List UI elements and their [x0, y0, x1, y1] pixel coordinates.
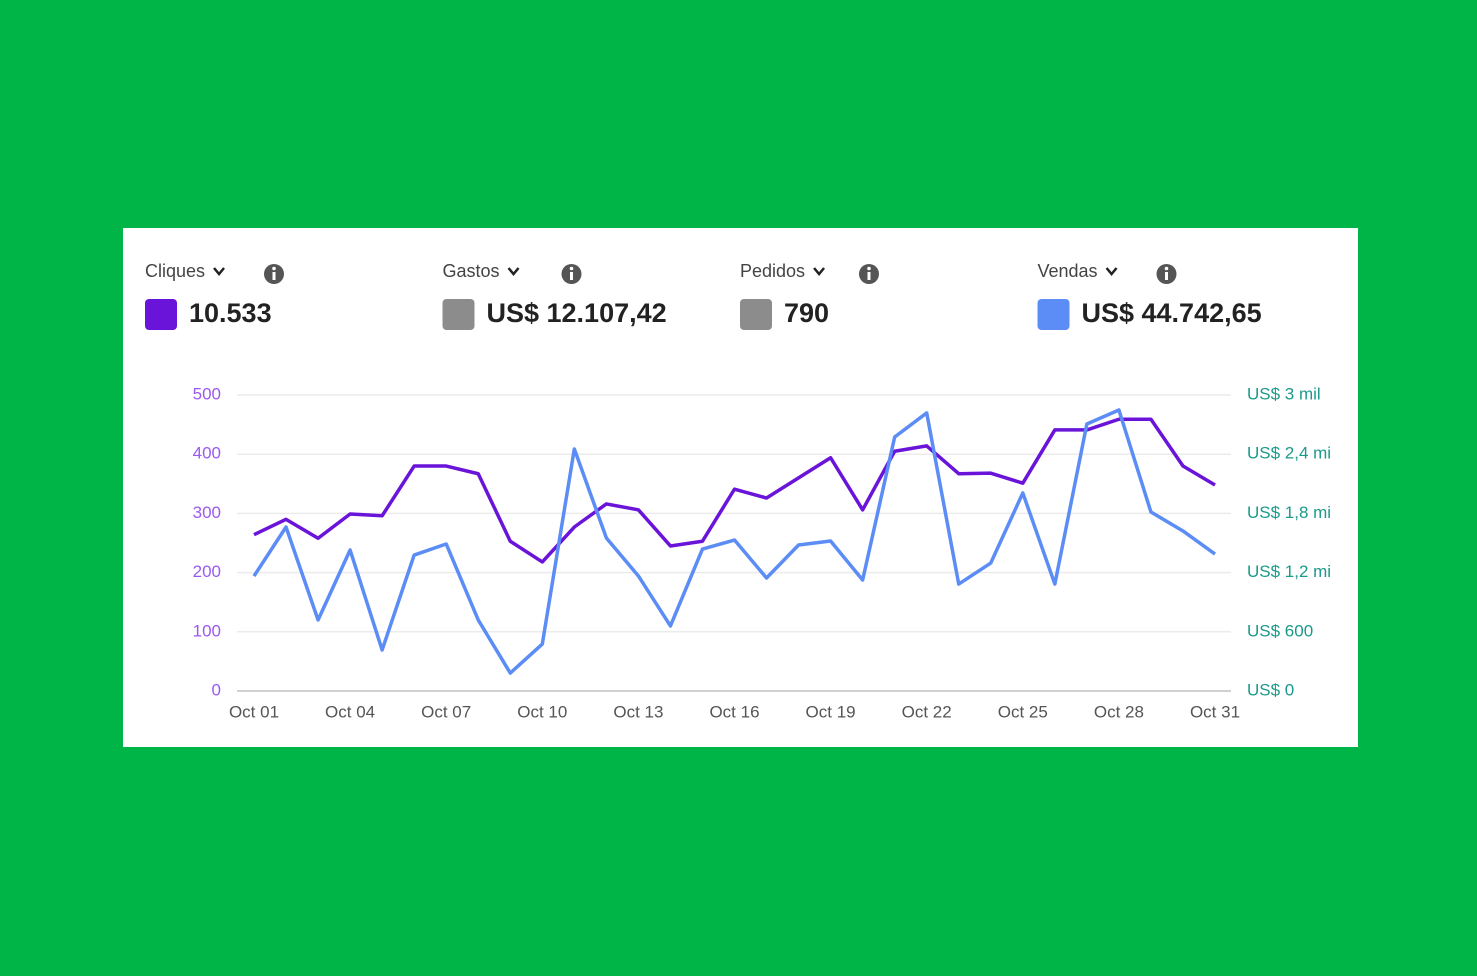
metric-value: 790 — [784, 298, 829, 328]
x-tick-label: Oct 22 — [902, 702, 952, 721]
y-tick-label: 100 — [193, 621, 221, 640]
metric-swatch — [1037, 299, 1070, 330]
x-tick-label: Oct 01 — [229, 702, 279, 721]
metric-swatch — [442, 299, 475, 330]
info-icon-bar — [867, 272, 871, 280]
metric-label[interactable]: Cliques — [145, 261, 205, 281]
info-icon-bar — [570, 272, 573, 280]
info-icon-bar — [272, 272, 276, 280]
y-tick-label: 400 — [193, 444, 221, 463]
y-tick-label: 500 — [193, 384, 221, 403]
y-tick-label: 300 — [193, 503, 221, 522]
metric-value: US$ 44.742,65 — [1082, 298, 1262, 328]
x-tick-label: Oct 07 — [421, 702, 471, 721]
info-icon-dot — [569, 266, 574, 271]
x-tick-label: Oct 25 — [998, 702, 1048, 721]
y-tick-label: 0 — [212, 680, 221, 699]
metric-value: 10.533 — [189, 298, 272, 328]
dropdown-chevron[interactable] — [813, 267, 826, 276]
dropdown-chevron[interactable] — [507, 267, 520, 276]
metric-value: US$ 12.107,42 — [487, 298, 667, 328]
info-icon-dot — [1164, 266, 1169, 271]
y2-tick-label: US$ 1,8 mi — [1247, 503, 1331, 522]
x-tick-label: Oct 04 — [325, 702, 375, 721]
series-line — [252, 408, 1217, 675]
x-tick-label: Oct 28 — [1094, 702, 1144, 721]
metric-label[interactable]: Pedidos — [740, 261, 805, 281]
metric-swatch — [740, 299, 772, 330]
dropdown-chevron[interactable] — [213, 267, 225, 276]
y2-tick-label: US$ 0 — [1247, 680, 1294, 699]
x-tick-label: Oct 19 — [806, 702, 856, 721]
y-tick-label: 200 — [193, 562, 221, 581]
metric-label[interactable]: Vendas — [1038, 261, 1098, 281]
y2-tick-label: US$ 3 mil — [1247, 384, 1321, 403]
series-line — [253, 417, 1216, 564]
metric-label[interactable]: Gastos — [443, 261, 500, 281]
y2-tick-label: US$ 2,4 mi — [1247, 444, 1331, 463]
info-icon-dot — [272, 266, 276, 271]
dropdown-chevron[interactable] — [1105, 267, 1118, 276]
y2-tick-label: US$ 1,2 mi — [1247, 562, 1331, 581]
x-tick-label: Oct 10 — [517, 702, 567, 721]
x-tick-label: Oct 16 — [709, 702, 759, 721]
info-icon-bar — [1165, 272, 1168, 280]
metric-swatch — [145, 299, 177, 330]
x-tick-label: Oct 31 — [1190, 702, 1240, 721]
info-icon-dot — [867, 266, 871, 271]
y2-tick-label: US$ 600 — [1247, 621, 1313, 640]
x-tick-label: Oct 13 — [613, 702, 663, 721]
